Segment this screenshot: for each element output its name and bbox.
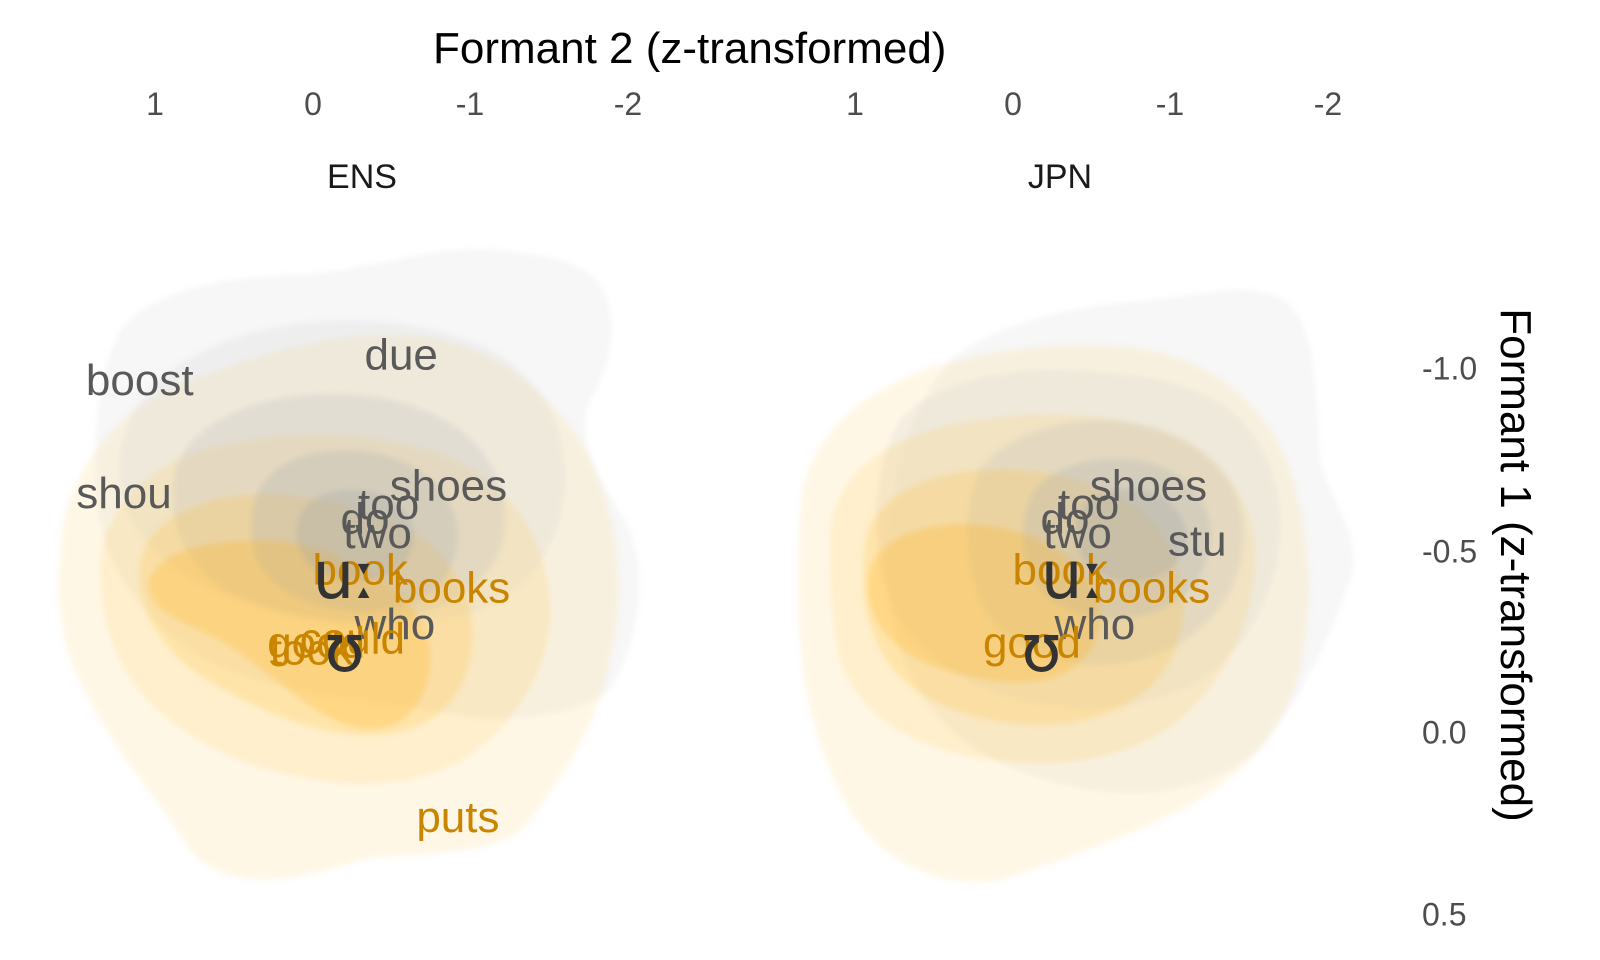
ens-word-took-12: took xyxy=(270,626,354,675)
ens-density-contours xyxy=(58,249,640,880)
ens-word-books-8: books xyxy=(393,564,510,613)
ens-x-tick-neg1: -1 xyxy=(455,86,485,122)
panel-label-ens: ENS xyxy=(327,158,397,196)
jpn-x-tick-1: 1 xyxy=(846,86,864,122)
y-tick-neg1.0: -1.0 xyxy=(1422,350,1478,387)
ens-x-tick-1: 1 xyxy=(146,86,164,122)
jpn-word-shoes-0: shoes xyxy=(1090,462,1207,511)
ens-word-two-6: two xyxy=(343,509,411,558)
ens-grey-contour-5 xyxy=(296,489,414,582)
ens-word-book-7: book xyxy=(313,545,409,594)
ens-word-could-11: could xyxy=(300,615,405,664)
jpn-vowel-symbol-1: ʊ xyxy=(1021,610,1062,687)
jpn-word-book-5: book xyxy=(1013,545,1109,594)
ens-orange-contour-4 xyxy=(149,540,431,729)
ens-x-tick-0: 0 xyxy=(304,86,322,122)
jpn-orange-contour-4 xyxy=(868,524,1101,683)
jpn-word-books-6: books xyxy=(1093,564,1210,613)
ens-word-due-1: due xyxy=(364,331,437,380)
ens-word-do-5: do xyxy=(340,495,389,544)
y-tick-0.0: 0.0 xyxy=(1422,714,1467,751)
jpn-x-tick-0: 0 xyxy=(1004,86,1022,122)
ens-word-good-10: good xyxy=(267,618,365,667)
panel-label-jpn: JPN xyxy=(1027,158,1093,196)
jpn-vowel-symbol-0: uː xyxy=(1041,537,1105,614)
jpn-word-too-1: too xyxy=(1058,480,1119,529)
ens-vowel-symbol-1: ʊ xyxy=(324,610,365,687)
jpn-density-contours xyxy=(798,289,1354,882)
jpn-grey-contour-5 xyxy=(1075,489,1186,582)
ens-word-puts-13: puts xyxy=(416,793,499,842)
jpn-word-who-7: who xyxy=(1054,600,1136,649)
y-tick-0.5: 0.5 xyxy=(1422,896,1467,933)
jpn-x-tick-neg2: -2 xyxy=(1313,86,1343,122)
ens-word-shoes-3: shoes xyxy=(390,462,507,511)
jpn-word-do-2: do xyxy=(1040,495,1089,544)
jpn-x-tick-neg1: -1 xyxy=(1155,86,1185,122)
jpn-word-good-8: good xyxy=(983,618,1081,667)
jpn-word-two-3: two xyxy=(1043,509,1111,558)
y-tick-neg0.5: -0.5 xyxy=(1422,533,1478,570)
ens-word-who-9: who xyxy=(354,600,436,649)
ens-word-too-4: too xyxy=(358,480,419,529)
ens-word-shou-2: shou xyxy=(76,469,171,518)
y-axis-title: Formant 1 (z-transformed) xyxy=(1491,308,1540,822)
jpn-word-stu-4: stu xyxy=(1168,516,1227,565)
ens-vowel-symbol-0: uː xyxy=(312,537,376,614)
x-axis-title: Formant 2 (z-transformed) xyxy=(433,24,947,73)
ens-x-tick-neg2: -2 xyxy=(613,86,643,122)
ens-word-boost-0: boost xyxy=(86,356,194,405)
